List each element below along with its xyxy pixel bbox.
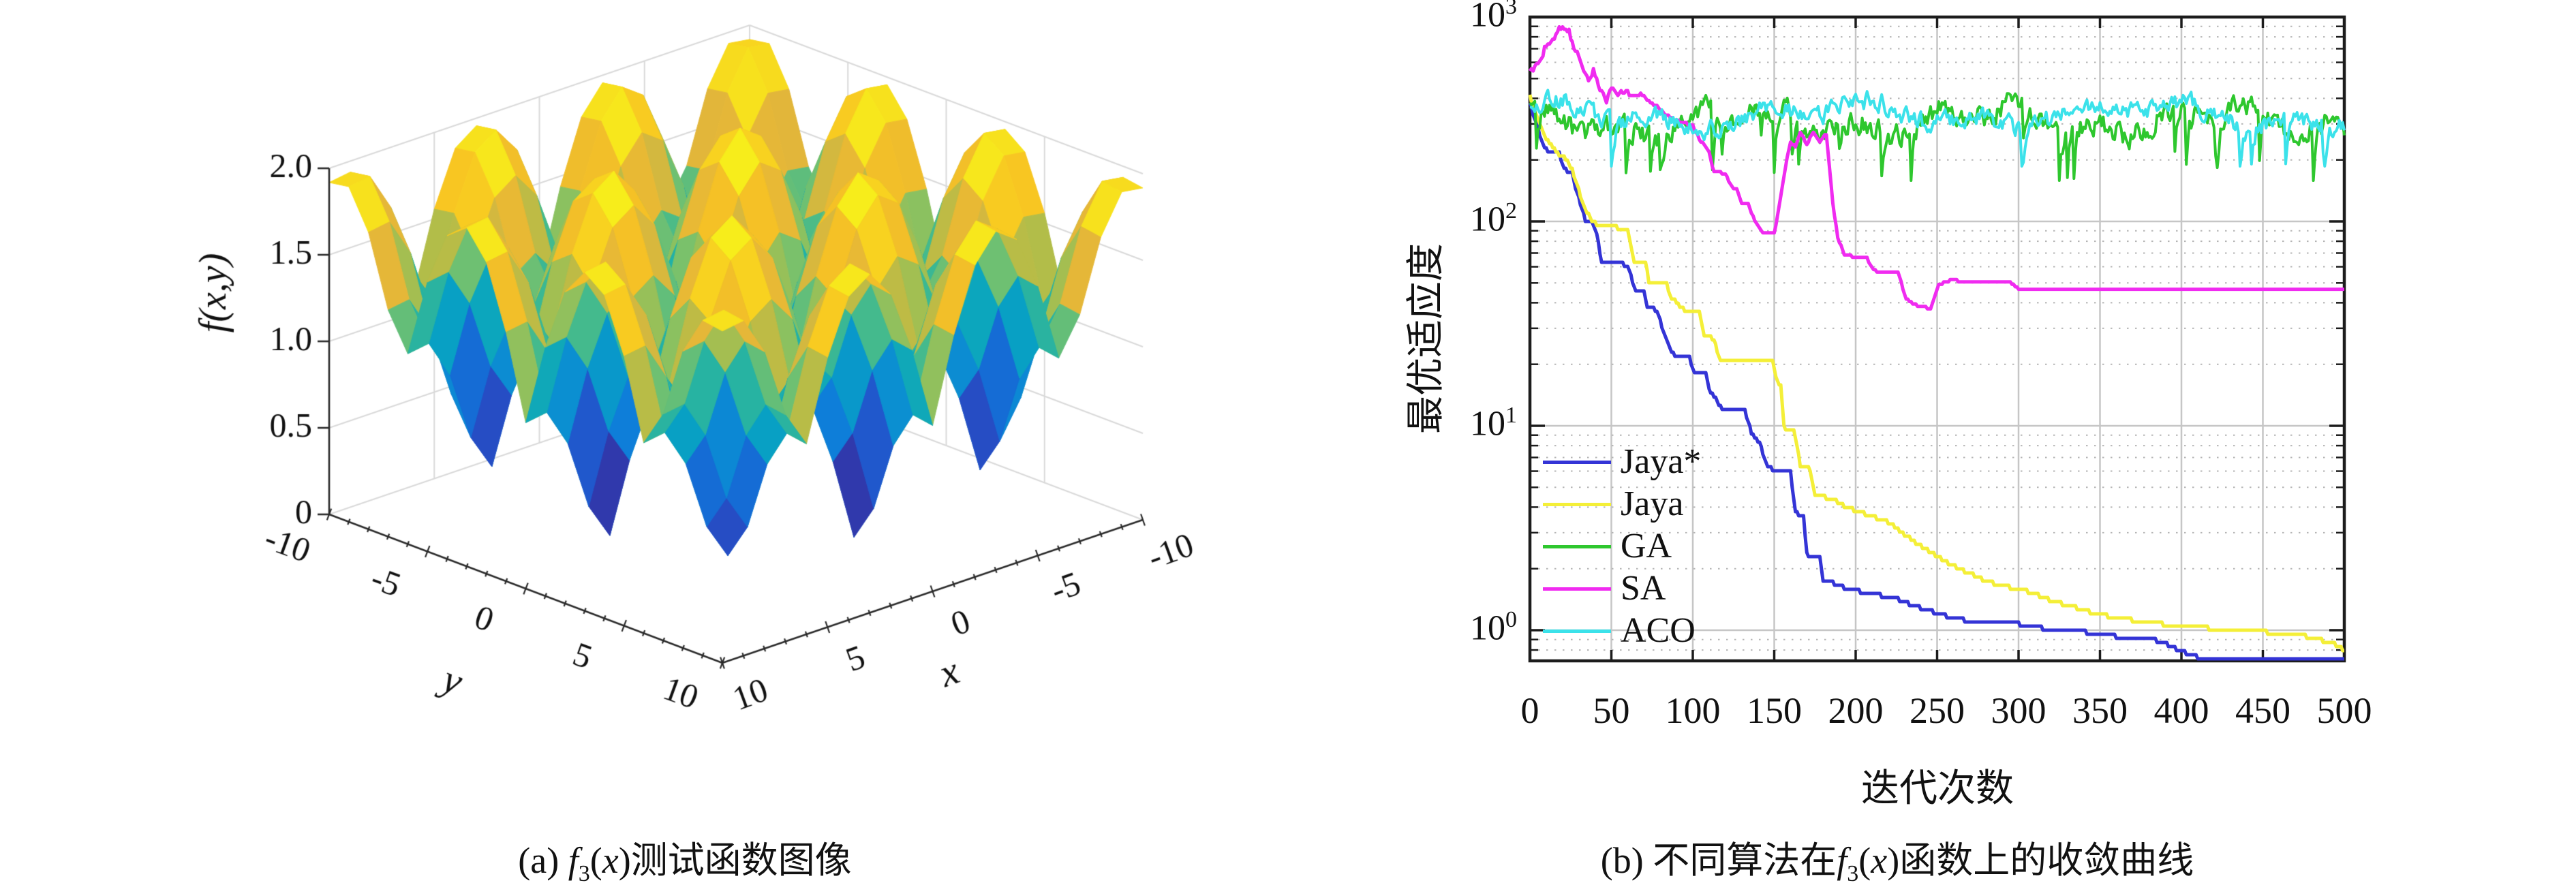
legend-line-swatch bbox=[1543, 502, 1611, 506]
y-tick-label: 102 bbox=[1470, 198, 1517, 239]
x-tick-label: 450 bbox=[2235, 690, 2290, 731]
legend-item-Jaya-star: Jaya* bbox=[1543, 441, 1701, 483]
y-tick-label: 100 bbox=[1470, 607, 1517, 648]
surface-plot-canvas bbox=[0, 0, 1295, 885]
x-tick-label: 250 bbox=[1910, 690, 1965, 731]
caption-text: x bbox=[602, 840, 619, 881]
x-tick-label: 50 bbox=[1593, 690, 1630, 731]
caption-text: ( bbox=[1858, 840, 1871, 881]
legend: Jaya* Jaya GA SA ACO bbox=[1543, 441, 1701, 652]
x-tick-label: 400 bbox=[2153, 690, 2209, 731]
x-tick-label: 0 bbox=[1520, 690, 1539, 731]
caption-text: 测试函数图像 bbox=[630, 840, 852, 881]
caption-text: 3 bbox=[1847, 861, 1859, 885]
y-tick-label: 103 bbox=[1470, 0, 1517, 35]
legend-label: GA bbox=[1621, 527, 1672, 565]
legend-item-GA: GA bbox=[1543, 525, 1701, 568]
caption-a: (a) f3(x)测试函数图像 bbox=[344, 830, 1026, 885]
legend-line-swatch bbox=[1543, 587, 1611, 591]
fitness-axis-label: 最优适应度 bbox=[1405, 243, 1447, 434]
legend-label: Jaya* bbox=[1621, 442, 1702, 481]
x-tick-label: 200 bbox=[1828, 690, 1884, 731]
legend-item-ACO: ACO bbox=[1543, 610, 1701, 652]
caption-text: (b) 不同算法在 bbox=[1600, 840, 1837, 881]
legend-label: ACO bbox=[1621, 611, 1696, 650]
legend-label: SA bbox=[1621, 569, 1666, 608]
x-tick-label: 150 bbox=[1747, 690, 1802, 731]
caption-b: (b) 不同算法在f3(x)函数上的收敛曲线 bbox=[1488, 830, 2306, 885]
caption-text: ( bbox=[589, 840, 602, 881]
series-Jaya-star bbox=[1529, 102, 2345, 661]
caption-text: x bbox=[1871, 840, 1888, 881]
caption-text: 3 bbox=[578, 861, 590, 885]
iteration-axis-label: 迭代次数 bbox=[1861, 768, 2014, 810]
legend-line-swatch bbox=[1543, 629, 1611, 633]
caption-text: f bbox=[1837, 840, 1847, 881]
series-GA bbox=[1529, 92, 2346, 182]
legend-item-Jaya: Jaya bbox=[1543, 483, 1701, 525]
x-tick-label: 350 bbox=[2072, 690, 2128, 731]
legend-line-swatch bbox=[1543, 460, 1611, 464]
x-tick-label: 500 bbox=[2316, 690, 2372, 731]
series-ACO bbox=[1529, 89, 2346, 168]
legend-label: Jaya bbox=[1621, 484, 1684, 523]
fitness-axis-label-wrap: 最优适应度 bbox=[1395, 66, 1447, 611]
caption-text: f bbox=[568, 840, 579, 881]
y-tick-label: 101 bbox=[1470, 403, 1517, 444]
x-tick-label: 100 bbox=[1665, 690, 1721, 731]
caption-text: (a) bbox=[518, 840, 568, 881]
caption-text: 函数上的收敛曲线 bbox=[1899, 840, 2194, 881]
legend-line-swatch bbox=[1543, 544, 1611, 548]
x-tick-label: 300 bbox=[1991, 690, 2046, 731]
legend-item-SA: SA bbox=[1543, 568, 1701, 610]
caption-text: ) bbox=[618, 840, 631, 881]
series-Jaya bbox=[1529, 94, 2345, 653]
caption-text: ) bbox=[1887, 840, 1900, 881]
